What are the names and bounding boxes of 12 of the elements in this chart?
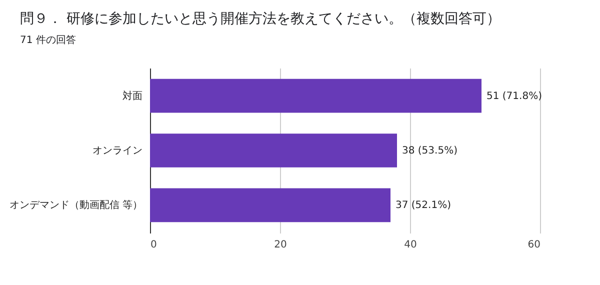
text: 71 件の回答 [20, 34, 76, 47]
y-tick-label: オンライン [92, 146, 142, 156]
x-tick-label: 0 [150, 240, 157, 250]
data-label: 37 (52.1%) [396, 200, 452, 212]
data-label: 38 (53.5%) [402, 146, 458, 156]
y-tick-label: 対面 [122, 90, 142, 102]
x-tick-label: 20 [274, 240, 287, 250]
y-tick-label: オンデマンド（動画配信 等） [9, 199, 142, 212]
x-tick-label: 40 [404, 240, 417, 250]
data-label: 51 (71.8%) [486, 90, 542, 102]
x-tick-label: 60 [528, 240, 540, 250]
chart-title: 問９． 研修に参加したいと思う開催方法を教えてください。（複数回答可） [20, 10, 500, 28]
